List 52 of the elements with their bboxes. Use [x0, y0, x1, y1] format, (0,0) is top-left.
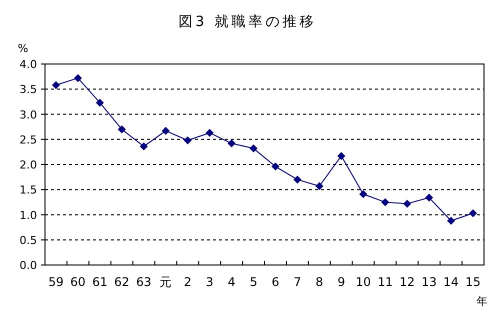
- x-tick-label: 60: [70, 275, 86, 289]
- point: [162, 126, 170, 135]
- point: [228, 139, 236, 148]
- x-tick-label: 13: [421, 275, 437, 289]
- y-tick-label: 0.5: [20, 234, 37, 247]
- y-tick-label: 3.0: [20, 108, 37, 122]
- x-tick-label: 59: [48, 275, 64, 289]
- x-tick-label: 14: [443, 275, 459, 289]
- y-tick-label: 1.5: [20, 184, 37, 197]
- x-tick-label: 9: [338, 275, 346, 289]
- x-tick-label: 4: [228, 275, 236, 289]
- x-tick-label: 8: [316, 275, 324, 289]
- point: [425, 194, 434, 202]
- chart-title: 図3 就職率の推移: [178, 14, 317, 30]
- point: [250, 144, 258, 152]
- x-tick-label: 11: [378, 275, 393, 289]
- y-tick-label: 2.0: [20, 158, 37, 172]
- x-tick-label: 元: [160, 275, 172, 289]
- point: [381, 198, 390, 206]
- point: [118, 125, 126, 134]
- y-tick-label: 3.5: [20, 83, 37, 96]
- point: [293, 176, 302, 184]
- x-tick-label: 62: [114, 275, 130, 289]
- y-tick-label: 1.0: [20, 208, 37, 222]
- point: [74, 74, 82, 82]
- point: [315, 182, 324, 190]
- point: [447, 216, 456, 225]
- point: [140, 142, 148, 150]
- y-tick-label: 0.0: [20, 259, 37, 272]
- x-tick-label: 3: [206, 275, 214, 289]
- point: [469, 209, 478, 218]
- point: [271, 162, 280, 171]
- point: [403, 200, 412, 208]
- x-tick-label: 2: [184, 275, 192, 289]
- x-tick-label: 61: [92, 275, 108, 289]
- y-tick-label: 4.0: [20, 58, 37, 71]
- x-tick-label: 63: [136, 275, 152, 289]
- x-tick-label: 10: [356, 275, 371, 289]
- point: [359, 190, 368, 198]
- x-tick-label: 5: [250, 275, 258, 289]
- point: [337, 152, 346, 160]
- x-tick-label: 6: [272, 275, 280, 289]
- x-axis-title: 年: [476, 295, 488, 308]
- x-tick-label: 7: [294, 275, 302, 289]
- x-tick-label: 15: [465, 275, 481, 289]
- point: [184, 136, 192, 144]
- x-tick-label: 12: [400, 275, 415, 289]
- y-axis-title: %: [18, 42, 28, 55]
- point: [206, 128, 214, 137]
- y-tick-label: 2.5: [20, 133, 37, 146]
- point: [96, 98, 104, 107]
- point: [52, 81, 60, 90]
